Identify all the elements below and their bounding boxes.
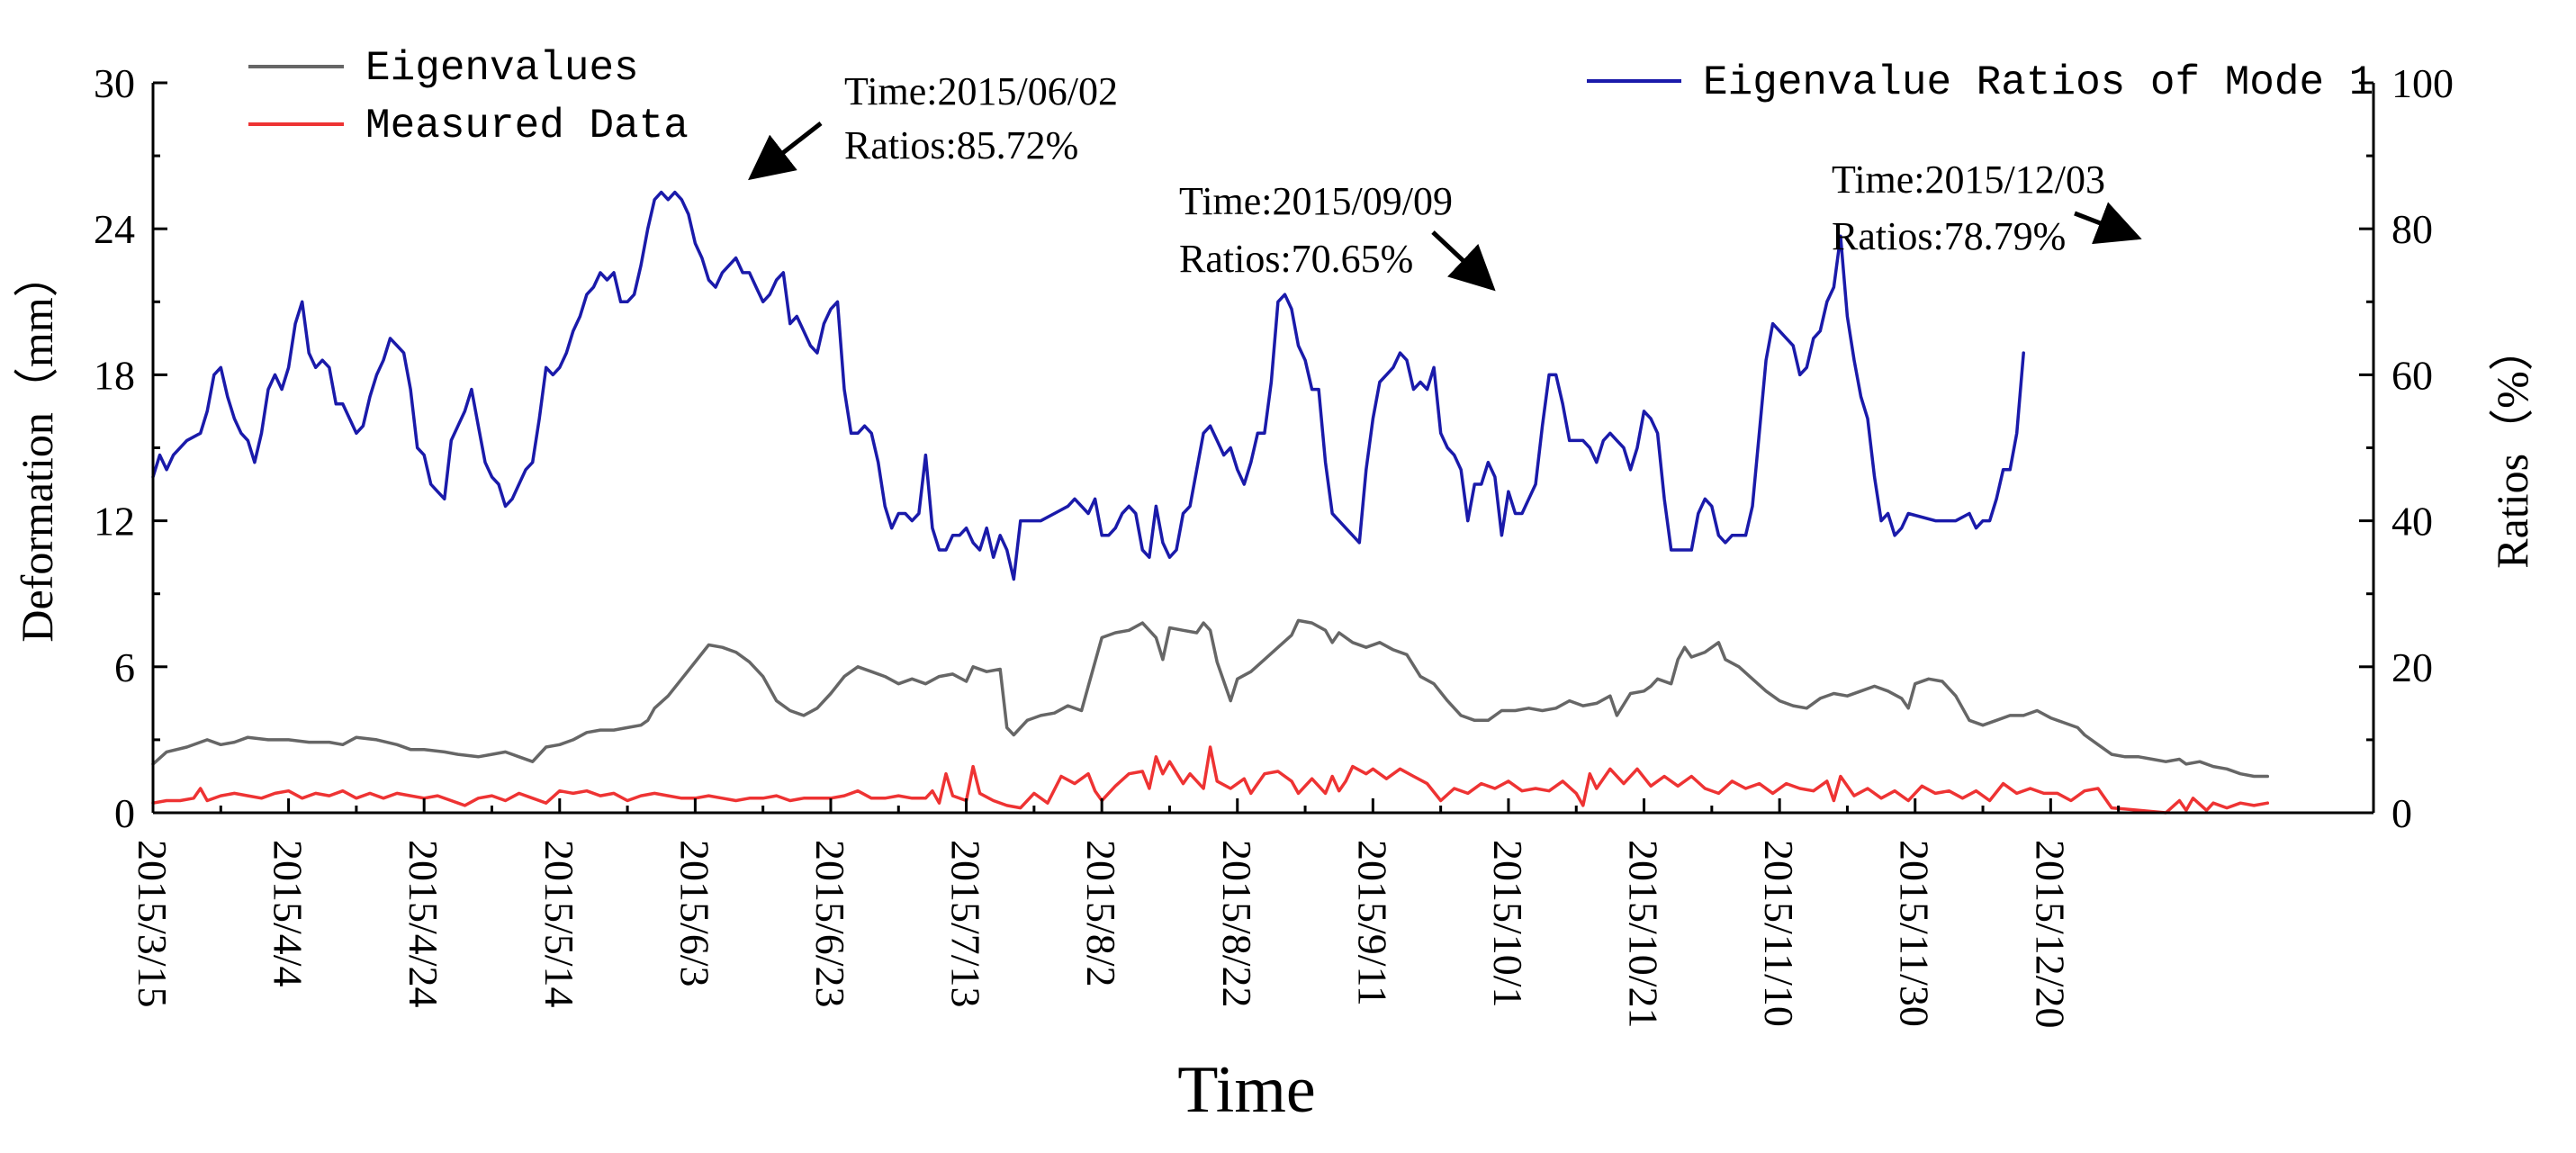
x-tick-label: 2015/11/30 <box>1892 840 1938 1027</box>
y-right-tick-label: 60 <box>2391 352 2433 398</box>
x-tick-label: 2015/5/14 <box>536 840 582 1008</box>
x-tick-label: 2015/10/21 <box>1621 840 1667 1029</box>
x-tick-label: 2015/6/3 <box>671 840 717 987</box>
y-left-tick-label: 0 <box>114 790 135 836</box>
annotation-3-time: Time:2015/12/03 <box>1832 158 2105 202</box>
x-tick-label: 2015/3/15 <box>130 840 176 1008</box>
y-right-tick-label: 20 <box>2391 644 2433 690</box>
ticks-layer <box>151 81 2373 815</box>
x-tick-label: 2015/8/22 <box>1214 840 1260 1008</box>
x-tick-label: 2015/8/2 <box>1078 840 1124 987</box>
annotation-1-arrow <box>748 122 823 181</box>
x-tick-label: 2015/9/11 <box>1349 840 1395 1006</box>
y-left-tick-label: 18 <box>94 352 135 398</box>
y-right-tick-label: 100 <box>2391 60 2454 106</box>
annotation-2-ratio: Ratios:70.65% <box>1179 237 1413 281</box>
series-line-eigenvalues <box>151 618 2270 779</box>
labels-layer: 0 6 12 18 24 30 0 20 40 60 80 100 2015/3/15 2015/4/4 2… <box>94 60 2454 1029</box>
annotation-2-arrow <box>1431 230 1496 292</box>
annotation-3-ratio: Ratios:78.79% <box>1832 214 2066 258</box>
x-tick-label: 2015/6/23 <box>807 840 853 1008</box>
x-axis-title: Time <box>1177 1053 1316 1127</box>
legend-right: Eigenvalue Ratios of Mode 1 <box>1587 59 2373 106</box>
x-tick-label: 2015/10/1 <box>1485 840 1531 1008</box>
y-axis-title-right: Ratios（%） <box>2487 326 2537 568</box>
legend-label-measured-data: Measured Data <box>365 103 689 149</box>
series-line-measured-data <box>151 745 2270 815</box>
annotation-2: Time:2015/09/09 Ratios:70.65% <box>1179 179 1496 292</box>
series-line-eigenvalue-ratios-of-mode-1 <box>151 190 2025 581</box>
legend-label-eigenvalues: Eigenvalues <box>365 45 639 92</box>
annotation-1: Time:2015/06/02 Ratios:85.72% <box>748 69 1118 181</box>
y-left-tick-label: 12 <box>94 499 135 545</box>
y-left-tick-label: 30 <box>94 60 135 106</box>
annotation-3: Time:2015/12/03 Ratios:78.79% <box>1832 158 2142 258</box>
y-right-tick-label: 0 <box>2391 790 2412 836</box>
annotation-2-time: Time:2015/09/09 <box>1179 179 1453 223</box>
x-tick-label: 2015/12/20 <box>2027 840 2073 1029</box>
x-tick-label: 2015/11/10 <box>1756 840 1802 1027</box>
y-right-tick-label: 40 <box>2391 499 2433 545</box>
y-right-tick-label: 80 <box>2391 206 2433 252</box>
y-left-tick-label: 6 <box>114 644 135 690</box>
y-left-tick-label: 24 <box>94 206 135 252</box>
annotation-1-time: Time:2015/06/02 <box>844 69 1118 113</box>
series-layer <box>151 190 2270 815</box>
legend-left: Eigenvalues Measured Data <box>248 45 689 149</box>
legend-label-ratios: Eigenvalue Ratios of Mode 1 <box>1703 59 2373 106</box>
x-tick-label: 2015/4/24 <box>401 840 446 1008</box>
x-tick-label: 2015/4/4 <box>266 840 311 987</box>
annotation-1-ratio: Ratios:85.72% <box>844 123 1078 167</box>
y-axis-title-left: Deformation（mm） <box>12 252 62 642</box>
x-tick-label: 2015/7/13 <box>943 840 989 1008</box>
annotation-3-arrow <box>2074 202 2142 245</box>
